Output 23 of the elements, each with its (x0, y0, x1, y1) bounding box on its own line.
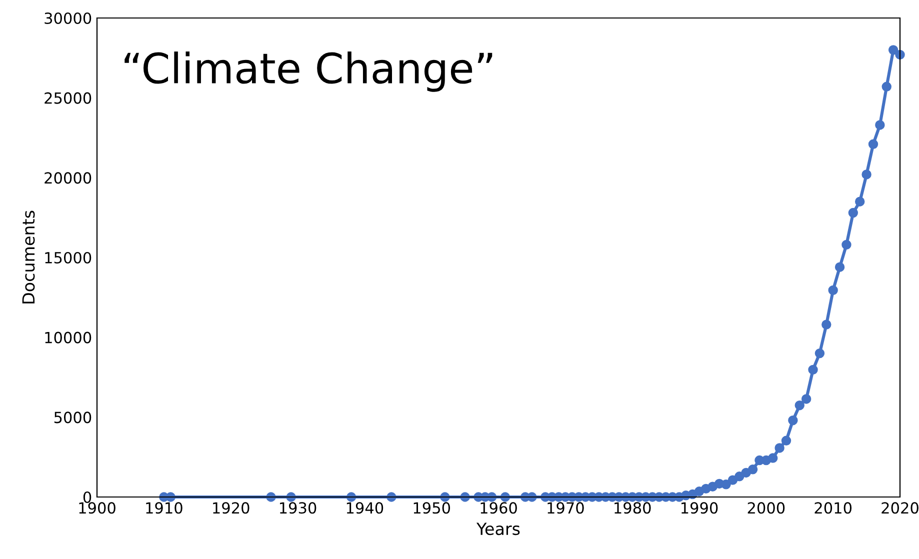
annotation: “Climate Change” (124, 52, 492, 92)
y-tick-label: 25000 (44, 92, 92, 104)
x-tick-label: 2000 (748, 502, 785, 514)
x-tick-label: 1900 (79, 502, 116, 514)
x-tick-label: 2010 (814, 502, 852, 514)
y-tick-label: 10000 (45, 332, 92, 344)
x-tick-label: 1980 (614, 502, 651, 514)
x-tick-label: 1960 (480, 502, 517, 514)
x-tick-label: 1910 (146, 502, 182, 514)
y-tick-label: 30000 (44, 12, 92, 24)
x-tick-label: 1940 (346, 502, 384, 514)
x-tick-label: 1950 (414, 502, 450, 514)
y-tick-label: 0 (83, 491, 92, 504)
x-tick-label: 1930 (280, 502, 316, 514)
x-axis-title: Years (476, 522, 520, 536)
x-tick-label: 1990 (681, 502, 718, 514)
x-tick-label: 1920 (213, 502, 250, 514)
y-axis-title: Documents (22, 210, 35, 304)
y-tick-label: 15000 (45, 252, 92, 264)
x-tick-label: 1970 (548, 502, 584, 514)
x-tick-label: 2020 (882, 502, 918, 514)
y-tick-label: 20000 (44, 172, 92, 184)
y-tick-label: 5000 (54, 412, 92, 424)
